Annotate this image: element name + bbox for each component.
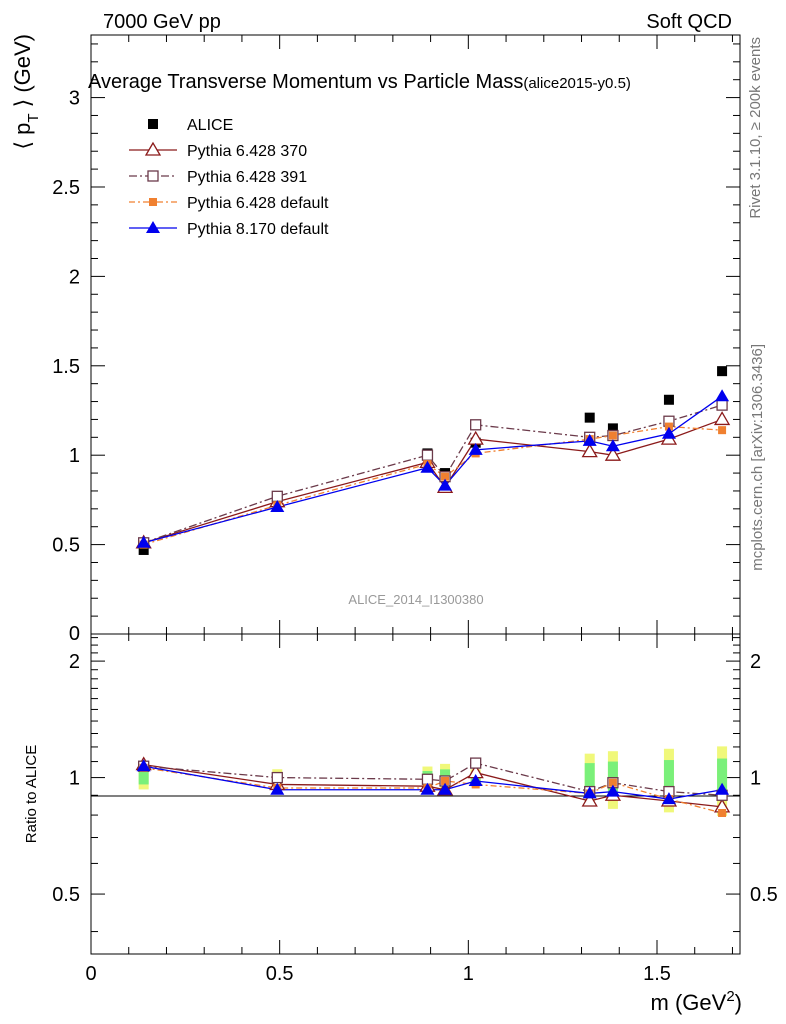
legend-label: Pythia 8.170 default: [187, 221, 329, 238]
ratio-point-pythia-8-170-default: [605, 784, 620, 797]
ratio-point-pythia-6-428-default: [441, 776, 450, 785]
ratio-point-pythia-6-428-391: [271, 771, 283, 784]
legend-marker: [148, 119, 158, 129]
y-axis-title: ⟨ pT ⟩ (GeV): [10, 34, 42, 150]
point-pythia-8-170-default: [715, 389, 730, 402]
legend-marker: [144, 141, 162, 156]
header-left: 7000 GeV pp: [103, 11, 221, 33]
line-pythia-6-428-default: [143, 425, 723, 546]
point-pythia-6-428-default: [441, 472, 450, 481]
x-tick-label: 0.5: [266, 963, 294, 985]
x-tick-label: 0: [85, 963, 96, 985]
ratio-point-pythia-8-170-default: [136, 759, 151, 772]
ratio-point-pythia-8-170-default: [582, 786, 597, 799]
ratio-band-inner: [138, 770, 149, 785]
ratio-band-inner: [717, 758, 728, 800]
legend: ALICE Pythia 6.428 370 Pythia 6.428 391 Pyt…: [129, 117, 329, 238]
ratio-tick-label-left: 1: [69, 768, 80, 790]
legend-item-pythia-6-428-391: Pythia 6.428 391: [129, 169, 307, 186]
point-pythia-6-428-391: [271, 490, 283, 502]
legend-marker: [149, 198, 157, 206]
point-pythia-8-170-default: [136, 535, 151, 548]
ratio-point-pythia-8-170-default: [661, 792, 676, 805]
x-tick-label: 1: [463, 963, 474, 985]
chart-title: Average Transverse Momentum vs Particle …: [88, 71, 631, 93]
ratio-tick-label-left: 2: [69, 651, 80, 673]
point-pythia-8-170-default: [605, 439, 620, 452]
ratio-point-pythia-6-428-391: [470, 757, 482, 769]
y-tick-label-zero: 0: [69, 623, 80, 645]
ratio-tick-label-left: 0.5: [52, 884, 80, 906]
mcplots-label: mcplots.cern.ch [arXiv:1306.3436]: [749, 344, 766, 571]
point-pythia-6-428-default: [718, 426, 727, 435]
point-pythia-8-170-default: [438, 478, 453, 491]
legend-label: ALICE: [187, 117, 233, 134]
y-tick-label: 1.5: [52, 356, 80, 378]
point-alice: [584, 412, 595, 423]
legend-label: Pythia 6.428 370: [187, 143, 307, 160]
legend-item-pythia-8-170-default: Pythia 8.170 default: [129, 221, 329, 238]
y-tick-label: 2.5: [52, 177, 80, 199]
point-pythia-8-170-default: [661, 426, 676, 439]
header-right: Soft QCD: [646, 11, 732, 33]
point-alice: [663, 394, 674, 405]
ratio-point-pythia-6-428-default: [608, 778, 617, 787]
ratio-point-pythia-6-428-370: [581, 792, 598, 807]
y-tick-label: 2: [69, 266, 80, 288]
point-pythia-6-428-default: [608, 431, 617, 440]
point-pythia-6-428-391: [470, 419, 482, 431]
legend-marker: [146, 221, 160, 233]
axis-ticks: [90, 35, 740, 954]
ratio-tick-label-right: 1: [750, 768, 761, 790]
point-pythia-6-428-370: [604, 446, 622, 461]
ratio-point-pythia-8-170-default: [715, 782, 730, 795]
ratio-point-pythia-8-170-default: [468, 773, 483, 786]
legend-label: Pythia 6.428 default: [187, 195, 329, 212]
main-series-group: [135, 366, 731, 555]
line-pythia-6-428-370: [143, 418, 723, 544]
legend-item-pythia-6-428-370: Pythia 6.428 370: [129, 141, 307, 160]
legend-marker: [147, 170, 159, 182]
ratio-tick-label-right: 2: [750, 651, 761, 673]
ratio-panel-frame: [90, 633, 741, 955]
ratio-point-pythia-8-170-default: [270, 782, 285, 795]
point-pythia-8-170-default: [420, 460, 435, 473]
y-tick-label: 0.5: [52, 535, 80, 557]
ratio-line-pythia-6-428-default: [143, 767, 723, 814]
x-axis-title: m (GeV2): [651, 988, 742, 1015]
ratio-point-pythia-6-428-391: [421, 773, 434, 785]
point-alice: [138, 544, 149, 555]
analysis-watermark: ALICE_2014_I1300380: [348, 592, 483, 607]
point-pythia-8-170-default: [582, 433, 597, 446]
axis-tick-labels: 0 0.5 1 1.5 0.5 1 1.5 2 2.5 3 0 0.5 0.5 1 1 2 2: [52, 88, 778, 985]
legend-item-pythia-6-428-default: Pythia 6.428 default: [129, 195, 329, 212]
ratio-point-pythia-8-170-default: [420, 782, 435, 795]
legend-item-alice: ALICE: [148, 117, 233, 134]
y-tick-label: 3: [69, 88, 80, 110]
point-pythia-6-428-391: [716, 399, 728, 411]
point-pythia-8-170-default: [270, 500, 285, 513]
y-tick-label: 1: [69, 445, 80, 467]
legend-label: Pythia 6.428 391: [187, 169, 307, 186]
point-pythia-6-428-default: [664, 422, 673, 431]
rivet-label: Rivet 3.1.10, ≥ 200k events: [747, 37, 764, 219]
ratio-point-pythia-8-170-default: [438, 782, 453, 795]
ratio-series-group: [135, 756, 731, 817]
point-pythia-6-428-391: [421, 449, 434, 461]
ratio-y-axis-title: Ratio to ALICE: [23, 745, 40, 843]
ratio-band-inner: [584, 763, 595, 794]
ratio-tick-label-right: 0.5: [750, 884, 778, 906]
point-pythia-6-428-370: [713, 411, 731, 426]
point-alice: [607, 423, 618, 434]
x-tick-label: 1.5: [643, 963, 671, 985]
point-pythia-8-170-default: [468, 442, 483, 455]
point-pythia-6-428-370: [581, 443, 598, 458]
ratio-band-inner: [663, 760, 674, 798]
point-alice: [717, 366, 728, 377]
ratio-point-pythia-6-428-default: [718, 808, 727, 817]
